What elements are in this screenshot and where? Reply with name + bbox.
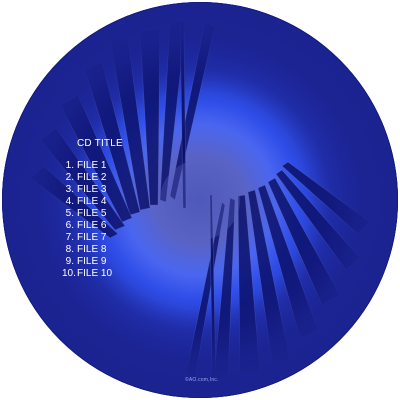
label-text-block: CD TITLE 1. FILE 1 2. FILE 2 3. FILE 3 4. FI… [62, 138, 202, 280]
track-name: FILE 3 [77, 184, 107, 195]
track-item: 10.FILE 10 [62, 268, 202, 280]
track-number: 3. [65, 184, 74, 195]
track-item: 6. FILE 6 [62, 220, 202, 232]
track-name: FILE 4 [77, 196, 107, 207]
track-item: 1. FILE 1 [62, 160, 202, 172]
track-number: 7. [65, 232, 74, 243]
track-name: FILE 1 [77, 160, 107, 171]
track-item: 2. FILE 2 [62, 172, 202, 184]
track-item: 4. FILE 4 [62, 196, 202, 208]
cd-title: CD TITLE [77, 138, 123, 149]
track-number: 6. [65, 220, 74, 231]
track-number: 8. [65, 244, 74, 255]
track-name: FILE 9 [77, 256, 107, 267]
track-name: FILE 5 [77, 208, 107, 219]
track-name: FILE 6 [77, 220, 107, 231]
track-number: 1. [65, 160, 74, 171]
track-item: 8. FILE 8 [62, 244, 202, 256]
track-number: 2. [65, 172, 74, 183]
track-number: 10. [62, 268, 76, 279]
copyright-text: ©AO.com,Inc. [185, 377, 219, 383]
track-item: 7. FILE 7 [62, 232, 202, 244]
track-number: 9. [65, 256, 74, 267]
track-item: 3. FILE 3 [62, 184, 202, 196]
track-list: 1. FILE 1 2. FILE 2 3. FILE 3 4. FILE 4 5. FI… [62, 160, 202, 280]
track-item: 5. FILE 5 [62, 208, 202, 220]
track-name: FILE 10 [77, 268, 113, 279]
track-item: 9. FILE 9 [62, 256, 202, 268]
track-name: FILE 8 [77, 244, 107, 255]
track-name: FILE 7 [77, 232, 107, 243]
track-number: 4. [65, 196, 74, 207]
track-number: 5. [65, 208, 74, 219]
track-name: FILE 2 [77, 172, 107, 183]
